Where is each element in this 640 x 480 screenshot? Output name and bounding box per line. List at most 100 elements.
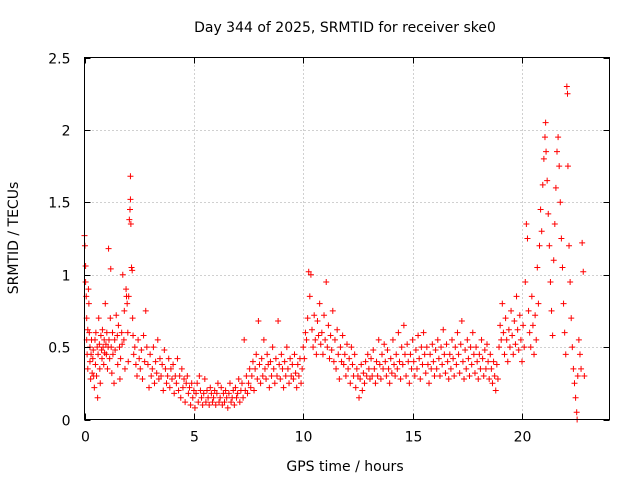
data-point: [261, 365, 268, 372]
data-point: [522, 278, 529, 285]
data-point: [187, 402, 194, 409]
data-point: [351, 351, 358, 358]
y-tick-label: 1.5: [48, 196, 70, 212]
data-point: [277, 375, 284, 382]
data-point: [369, 373, 376, 380]
data-point: [383, 373, 390, 380]
data-point: [440, 326, 447, 333]
data-point: [410, 358, 417, 365]
data-point: [490, 358, 497, 365]
data-point: [551, 221, 558, 228]
data-point: [125, 358, 132, 365]
data-point: [115, 322, 122, 329]
data-point: [481, 346, 488, 353]
data-point: [347, 380, 354, 387]
data-point: [376, 361, 383, 368]
data-point: [442, 370, 449, 377]
data-point: [368, 355, 375, 362]
data-point: [543, 148, 550, 155]
data-point: [407, 351, 414, 358]
data-point: [573, 409, 580, 416]
data-point: [370, 346, 377, 353]
data-point: [82, 263, 89, 270]
data-point: [326, 355, 333, 362]
data-point: [446, 351, 453, 358]
data-point: [113, 312, 120, 319]
data-point: [538, 228, 545, 235]
data-point: [363, 373, 370, 380]
data-point: [164, 373, 171, 380]
data-point: [233, 394, 240, 401]
data-point: [496, 344, 503, 351]
data-point: [231, 402, 238, 409]
data-point: [455, 351, 462, 358]
data-point: [152, 358, 159, 365]
data-point: [235, 375, 242, 382]
data-point: [339, 332, 346, 339]
data-point: [333, 365, 340, 372]
data-point: [341, 351, 348, 358]
data-point: [111, 336, 118, 343]
data-point: [105, 245, 112, 252]
data-point: [302, 329, 309, 336]
data-point: [221, 399, 228, 406]
data-point: [214, 380, 221, 387]
data-point: [88, 351, 95, 358]
data-point: [447, 365, 454, 372]
data-point: [85, 300, 92, 307]
data-point: [175, 387, 182, 394]
data-point: [504, 358, 511, 365]
data-point: [318, 329, 325, 336]
data-point: [127, 196, 134, 203]
data-point: [301, 355, 308, 362]
data-point: [121, 307, 128, 314]
data-point: [492, 387, 499, 394]
data-point: [96, 341, 103, 348]
data-point: [330, 358, 337, 365]
data-point: [323, 278, 330, 285]
data-point: [327, 332, 334, 339]
data-point: [503, 336, 510, 343]
data-point: [139, 375, 146, 382]
data-point: [541, 134, 548, 141]
data-point: [290, 375, 297, 382]
data-point: [429, 341, 436, 348]
data-point: [241, 336, 248, 343]
data-point: [484, 341, 490, 348]
data-point: [487, 351, 494, 358]
data-point: [418, 344, 425, 351]
data-point: [259, 373, 266, 380]
data-point: [519, 358, 525, 365]
data-point: [514, 326, 521, 333]
data-point: [462, 346, 469, 353]
data-point: [506, 344, 513, 351]
data-point: [161, 346, 168, 353]
data-point: [276, 361, 283, 368]
data-point: [160, 387, 167, 394]
y-tick-label: 0.5: [48, 341, 70, 357]
data-point: [212, 402, 219, 409]
data-point: [556, 163, 563, 170]
data-point: [544, 177, 551, 184]
data-point: [253, 351, 260, 358]
data-point: [548, 307, 555, 314]
data-point: [236, 399, 243, 406]
data-point: [208, 390, 215, 397]
data-point: [210, 394, 217, 401]
data-point: [572, 394, 579, 401]
data-point: [580, 268, 587, 275]
data-point: [269, 344, 276, 351]
data-point: [100, 361, 107, 368]
data-point: [493, 361, 500, 368]
data-point: [205, 394, 212, 401]
data-point: [127, 173, 134, 180]
data-point: [97, 380, 104, 387]
data-point: [498, 336, 505, 343]
data-point: [169, 375, 175, 382]
data-point: [137, 365, 144, 372]
data-point: [489, 380, 496, 387]
tick-labels: 0 5 10 15 20 0 0.5 1 1.5 2 2.5: [48, 52, 531, 446]
data-point: [193, 390, 200, 397]
data-point: [194, 380, 201, 387]
